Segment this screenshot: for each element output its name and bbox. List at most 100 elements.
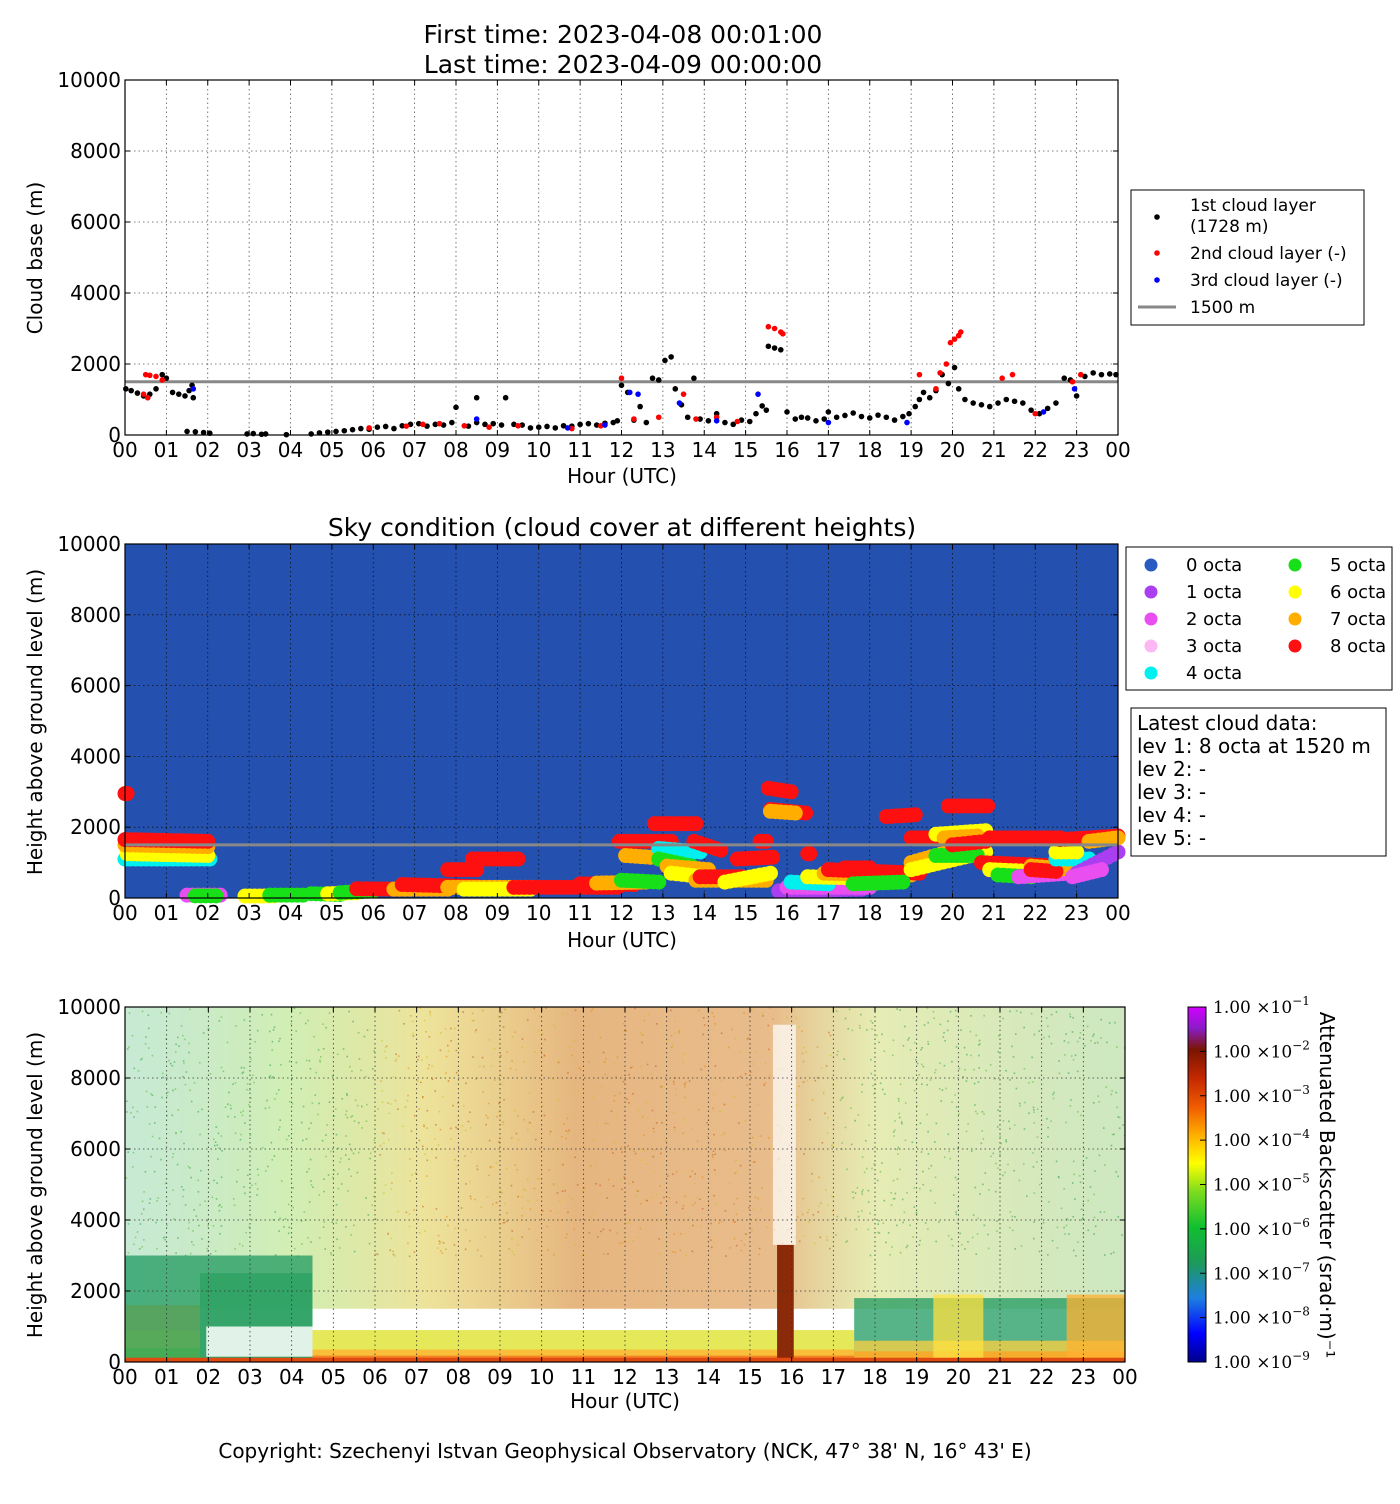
heatmap-speck xyxy=(927,1040,929,1043)
heatmap-speck xyxy=(1031,1056,1033,1059)
layer1-point xyxy=(763,407,770,413)
heatmap-speck xyxy=(894,1120,896,1122)
heatmap-speck xyxy=(713,1169,716,1171)
heatmap-speck xyxy=(353,1224,355,1227)
heatmap-speck xyxy=(511,1238,513,1241)
layer1-point xyxy=(482,421,488,428)
heatmap-speck xyxy=(411,1020,414,1023)
heatmap-speck xyxy=(156,1200,158,1202)
heatmap-speck xyxy=(688,1080,691,1082)
heatmap-speck xyxy=(1067,1072,1070,1074)
x-tick-label: 07 xyxy=(402,901,427,925)
heatmap-speck xyxy=(148,1123,151,1125)
heatmap-speck xyxy=(824,1112,826,1115)
heatmap-speck xyxy=(1098,1101,1100,1103)
heatmap-speck xyxy=(213,1179,215,1182)
heatmap-speck xyxy=(981,1110,984,1113)
heatmap-speck xyxy=(447,1224,449,1227)
heatmap-speck xyxy=(661,1121,663,1124)
heatmap-speck xyxy=(929,1079,932,1081)
heatmap-speck xyxy=(482,1009,484,1012)
octa-8-marker xyxy=(1048,863,1064,879)
heatmap-speck xyxy=(353,1250,356,1253)
heatmap-speck xyxy=(1098,1154,1101,1157)
x-tick-label: 11 xyxy=(567,901,592,925)
heatmap-speck xyxy=(230,1107,232,1110)
heatmap-speck xyxy=(305,1059,308,1062)
heatmap-speck xyxy=(748,1206,750,1209)
x-tick-label: 06 xyxy=(362,1365,387,1389)
heatmap-speck xyxy=(278,1128,280,1131)
heatmap-speck xyxy=(832,1084,834,1087)
heatmap-speck xyxy=(827,1116,830,1119)
heatmap-speck xyxy=(528,1121,531,1124)
heatmap-speck xyxy=(958,1067,961,1070)
heatmap-speck xyxy=(471,1012,474,1015)
layer3-point xyxy=(825,419,832,426)
heatmap-speck xyxy=(919,1239,921,1242)
heatmap-speck xyxy=(1023,1026,1025,1029)
heatmap-speck xyxy=(906,1244,909,1247)
heatmap-speck xyxy=(672,1173,674,1175)
heatmap-speck xyxy=(475,1029,477,1031)
heatmap-speck xyxy=(469,1126,472,1129)
heatmap-speck xyxy=(651,1077,653,1080)
octa-8-marker xyxy=(119,786,135,802)
heatmap-speck xyxy=(848,1008,851,1011)
heatmap-speck xyxy=(130,1111,132,1114)
heatmap-speck xyxy=(916,1062,919,1065)
heatmap-speck xyxy=(144,1171,147,1173)
heatmap-speck xyxy=(413,1251,416,1253)
layer3-point xyxy=(713,418,720,424)
x-tick-label: 23 xyxy=(1064,438,1089,462)
heatmap-speck xyxy=(153,1170,156,1173)
heatmap-speck xyxy=(899,1168,901,1171)
heatmap-speck xyxy=(1082,1232,1085,1235)
heatmap-speck xyxy=(442,1242,445,1244)
layer2-point xyxy=(142,371,149,378)
heatmap-speck xyxy=(706,1122,708,1124)
heatmap-speck xyxy=(766,1226,769,1229)
heatmap-speck xyxy=(811,1099,814,1101)
heatmap-speck xyxy=(1072,1059,1075,1061)
octa-8-marker xyxy=(765,849,781,865)
heatmap-speck xyxy=(1008,1120,1010,1123)
heatmap-speck xyxy=(1087,1199,1090,1202)
heatmap-speck xyxy=(417,1059,419,1061)
heatmap-speck xyxy=(700,1225,702,1228)
heatmap-speck xyxy=(656,1193,658,1196)
heatmap-speck xyxy=(831,1195,833,1197)
heatmap-speck xyxy=(469,1240,471,1242)
y-tick-label: 6000 xyxy=(70,210,121,234)
heatmap-speck xyxy=(883,1199,886,1202)
heatmap-speck xyxy=(753,1207,756,1210)
heatmap-speck xyxy=(517,1243,519,1246)
heatmap-speck xyxy=(696,1140,699,1143)
heatmap-speck xyxy=(876,1034,878,1037)
x-tick-label: 04 xyxy=(278,901,303,925)
heatmap-speck xyxy=(445,1055,448,1058)
heatmap-speck xyxy=(319,1061,321,1063)
heatmap-speck xyxy=(287,1232,290,1235)
heatmap-speck xyxy=(418,1139,421,1142)
heatmap-speck xyxy=(536,1239,539,1241)
layer1-point xyxy=(955,386,962,392)
heatmap-speck xyxy=(308,1059,311,1062)
heatmap-speck xyxy=(403,1023,405,1025)
heatmap-speck xyxy=(987,1247,990,1250)
heatmap-speck xyxy=(628,1182,630,1185)
heatmap-speck xyxy=(920,1063,923,1066)
heatmap-speck xyxy=(729,1246,732,1249)
y-tick-label: 10000 xyxy=(57,68,121,92)
layer1-point xyxy=(535,424,542,430)
heatmap-speck xyxy=(1093,1193,1095,1196)
panel1-xlabel: Hour (UTC) xyxy=(567,464,677,488)
layer1-point xyxy=(519,422,525,428)
heatmap-speck xyxy=(982,1183,984,1186)
layer1-point xyxy=(382,423,389,430)
heatmap-speck xyxy=(802,1197,805,1200)
heatmap-speck xyxy=(256,1194,258,1196)
x-tick-label: 13 xyxy=(654,1365,679,1389)
heatmap-speck xyxy=(235,1025,237,1027)
heatmap-speck xyxy=(802,1081,805,1083)
